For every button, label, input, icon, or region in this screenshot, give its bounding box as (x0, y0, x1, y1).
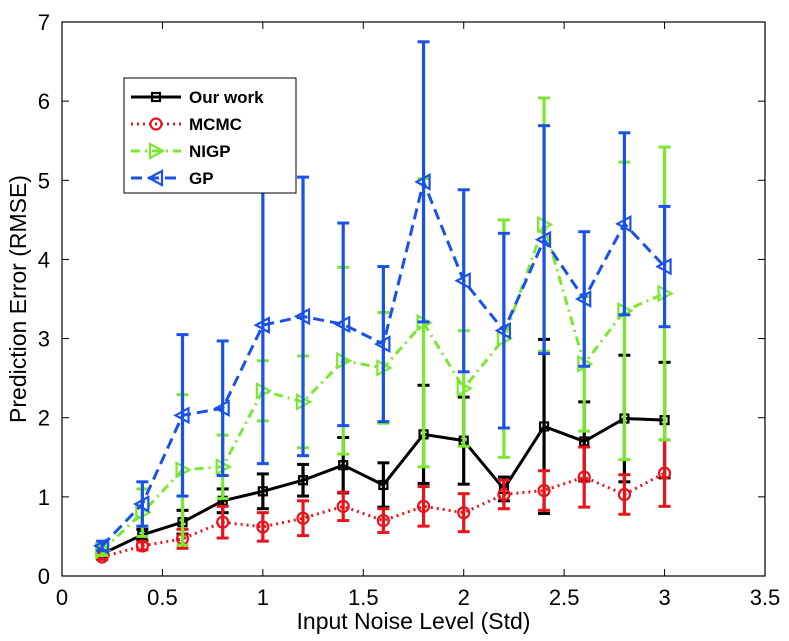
data-point (579, 436, 590, 447)
y-axis-label: Prediction Error (RMSE) (5, 175, 31, 423)
legend-item-gp: GP (131, 169, 214, 188)
data-point (577, 470, 591, 484)
data-point (617, 487, 632, 502)
series-line (101, 180, 666, 547)
legend-marker (150, 91, 162, 103)
data-point (457, 506, 471, 520)
x-axis-label: Input Noise Level (Std) (297, 608, 531, 634)
legend-label: Our work (189, 88, 264, 107)
legend-items: Our work MCMC NIGP GP (131, 88, 264, 188)
x-tick-label: 2 (458, 585, 470, 610)
data-point (216, 515, 230, 529)
legend-item-our-work: Our work (131, 88, 264, 107)
y-tick-label: 6 (38, 89, 50, 114)
y-tick-label: 2 (38, 406, 50, 431)
data-point (657, 466, 672, 480)
data-point (336, 499, 350, 513)
x-tick-label: 3.5 (750, 585, 781, 610)
data-point (173, 406, 190, 425)
data-point (338, 460, 349, 471)
data-point (135, 539, 149, 553)
data-point (376, 513, 390, 528)
error-bar (256, 511, 269, 543)
data-point (133, 495, 150, 513)
series-gp (92, 40, 672, 555)
data-point (494, 321, 511, 340)
data-point (378, 479, 389, 491)
legend-label: MCMC (189, 115, 242, 134)
series-mcmc (95, 438, 672, 564)
data-point (297, 475, 309, 486)
data-point (374, 335, 391, 353)
data-point (655, 257, 672, 276)
data-point (574, 290, 592, 308)
data-point (538, 421, 550, 432)
tick-layer: 0 0.5 1 1.5 2 2.5 3 3.5 0 1 2 3 4 5 6 7 (38, 10, 781, 610)
error-bar (337, 490, 350, 523)
error-bar (216, 504, 229, 540)
error-bar (658, 204, 671, 329)
data-point (416, 499, 431, 513)
error-bar (618, 473, 631, 516)
error-bar (538, 469, 551, 512)
data-point (296, 511, 310, 525)
y-tick-label: 0 (38, 564, 50, 589)
data-point (333, 315, 351, 334)
data-point (256, 520, 270, 534)
data-point (257, 486, 268, 497)
plot-frame (61, 21, 766, 577)
error-bar (497, 478, 510, 511)
y-tick-label: 4 (38, 247, 50, 272)
data-point (92, 537, 110, 555)
legend-label: NIGP (189, 142, 231, 161)
series-layer (92, 40, 674, 564)
error-bar (578, 445, 591, 509)
error-bar (417, 485, 430, 528)
legend-marker (148, 142, 166, 160)
data-point (534, 230, 552, 249)
data-point (293, 307, 311, 326)
legend-item-nigp: NIGP (131, 142, 231, 161)
x-tick-label: 2.5 (549, 585, 580, 610)
x-tick-label: 0.5 (147, 585, 178, 610)
y-tick-label: 7 (38, 10, 50, 35)
y-tick-label: 1 (38, 485, 50, 510)
legend: Our work MCMC NIGP GP (123, 77, 297, 194)
legend-label: GP (189, 169, 214, 188)
data-point (537, 483, 551, 498)
x-tick-label: 0 (56, 585, 68, 610)
y-tick-label: 5 (38, 168, 50, 193)
error-bar (297, 499, 310, 538)
error-bar (337, 221, 350, 428)
data-point (454, 271, 471, 290)
series-line (101, 417, 665, 556)
legend-marker (149, 117, 163, 131)
data-point (414, 173, 431, 191)
data-point (253, 316, 270, 334)
data-point (456, 379, 474, 398)
x-tick-label: 1 (257, 585, 269, 610)
data-point (213, 399, 230, 418)
x-tick-label: 3 (658, 585, 670, 610)
y-tick-label: 3 (38, 327, 50, 352)
legend-item-mcmc: MCMC (131, 115, 242, 134)
data-point (497, 487, 511, 502)
data-point (615, 214, 632, 233)
x-tick-label: 1.5 (348, 585, 379, 610)
legend-marker (146, 169, 164, 187)
error-bar (457, 492, 470, 534)
error-bar (377, 507, 390, 534)
series-line (101, 471, 666, 559)
